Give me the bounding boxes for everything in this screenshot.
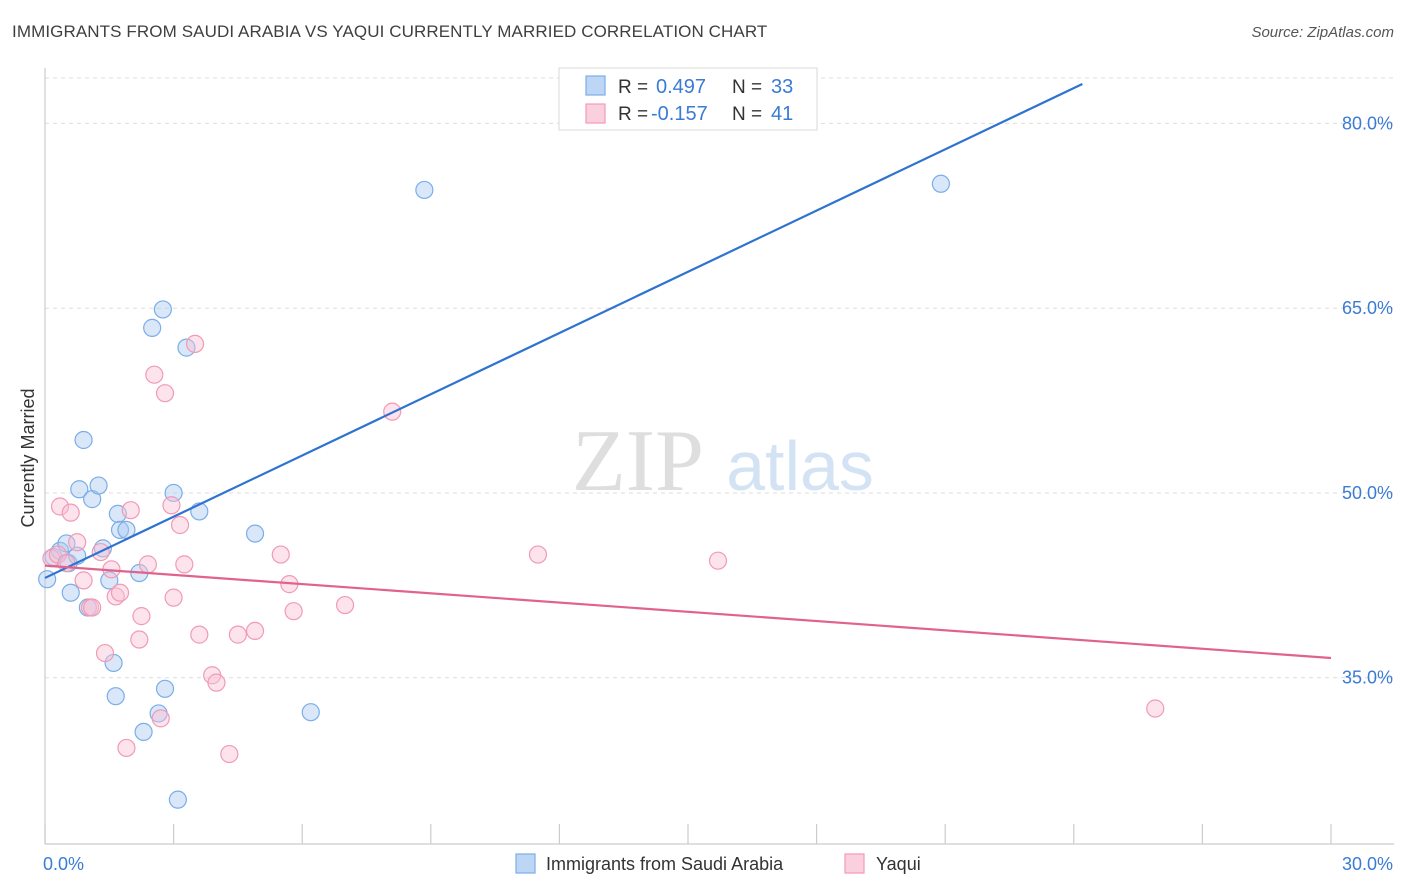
stats-r-label-yaqui: R = [618, 104, 648, 125]
stats-r-value-yaqui: -0.157 [651, 103, 708, 125]
gridlines [45, 77, 1394, 679]
axes [44, 68, 1394, 845]
point-yaqui [1146, 699, 1165, 718]
stats-box: R = 0.497 N = 33 R = -0.157 N = 41 [558, 67, 818, 131]
point-yaqui [121, 501, 140, 520]
point-saudi [106, 687, 125, 706]
point-yaqui [61, 503, 80, 522]
point-yaqui [145, 365, 164, 384]
y-tick-label: 80.0% [1342, 113, 1393, 133]
point-saudi [134, 722, 153, 742]
point-saudi [143, 318, 162, 337]
point-yaqui [245, 621, 265, 641]
point-yaqui [57, 554, 76, 573]
point-yaqui [83, 598, 102, 617]
stats-swatch-yaqui [585, 103, 606, 124]
chart-title: IMMIGRANTS FROM SAUDI ARABIA VS YAQUI CU… [12, 22, 768, 41]
point-saudi [153, 300, 172, 319]
point-yaqui [164, 588, 183, 607]
point-yaqui [175, 555, 194, 574]
point-saudi [245, 524, 265, 543]
legend-label-saudi: Immigrants from Saudi Arabia [546, 854, 784, 874]
trend-lines [44, 83, 1332, 660]
source-credit: Source: ZipAtlas.com [1251, 24, 1394, 41]
point-yaqui [271, 545, 290, 564]
stats-r-value-saudi: 0.497 [656, 76, 706, 98]
tick-labels: 35.0% 50.0% 65.0% 80.0% 0.0% 30.0% [43, 113, 1393, 874]
x-tick-label: 30.0% [1342, 854, 1393, 874]
legend: Immigrants from Saudi Arabia Yaqui [515, 853, 921, 874]
point-saudi [931, 174, 951, 193]
point-yaqui [95, 643, 115, 663]
point-yaqui [190, 625, 209, 644]
point-yaqui [228, 625, 247, 644]
legend-swatch-saudi [515, 853, 536, 874]
point-yaqui [335, 595, 355, 615]
point-yaqui [170, 515, 190, 535]
point-yaqui [130, 630, 149, 649]
point-saudi [100, 571, 119, 590]
point-yaqui [74, 571, 93, 590]
point-yaqui [528, 545, 548, 564]
point-yaqui [132, 607, 151, 626]
point-saudi [301, 703, 320, 722]
point-saudi [155, 679, 175, 698]
watermark-atlas: atlas [726, 427, 874, 505]
trend-line-saudi [44, 83, 1083, 579]
stats-n-value-saudi: 33 [771, 76, 793, 98]
point-saudi [168, 790, 187, 809]
point-yaqui [185, 334, 205, 354]
watermark-zip: ZIP [572, 413, 704, 510]
stats-n-value-yaqui: 41 [771, 103, 793, 125]
point-saudi [70, 480, 89, 499]
point-yaqui [50, 497, 70, 516]
legend-label-yaqui: Yaqui [876, 854, 921, 874]
x-tick-label: 0.0% [43, 854, 84, 874]
stats-n-label-saudi: N = [732, 77, 762, 98]
point-yaqui [151, 709, 170, 728]
stats-swatch-saudi [585, 75, 606, 96]
y-axis-title: Currently Married [18, 388, 38, 527]
legend-swatch-yaqui [844, 853, 865, 874]
point-saudi [415, 180, 434, 200]
point-yaqui [138, 555, 157, 574]
data-points [38, 174, 1165, 809]
point-yaqui [68, 533, 87, 552]
point-yaqui [110, 583, 130, 602]
point-yaqui [155, 384, 175, 403]
point-yaqui [220, 744, 239, 764]
point-yaqui [117, 738, 136, 758]
point-saudi [61, 583, 80, 602]
point-saudi [89, 476, 108, 495]
point-yaqui [284, 602, 303, 621]
y-tick-label: 35.0% [1342, 668, 1393, 688]
point-saudi [110, 520, 130, 540]
point-yaqui [708, 551, 728, 570]
point-saudi [74, 430, 93, 450]
point-yaqui [162, 496, 181, 515]
trend-line-yaqui [44, 564, 1332, 660]
stats-r-label-saudi: R = [618, 77, 648, 98]
point-yaqui [207, 673, 226, 692]
y-tick-label: 65.0% [1342, 298, 1393, 318]
stats-n-label-yaqui: N = [732, 104, 762, 125]
y-tick-label: 50.0% [1342, 483, 1393, 503]
